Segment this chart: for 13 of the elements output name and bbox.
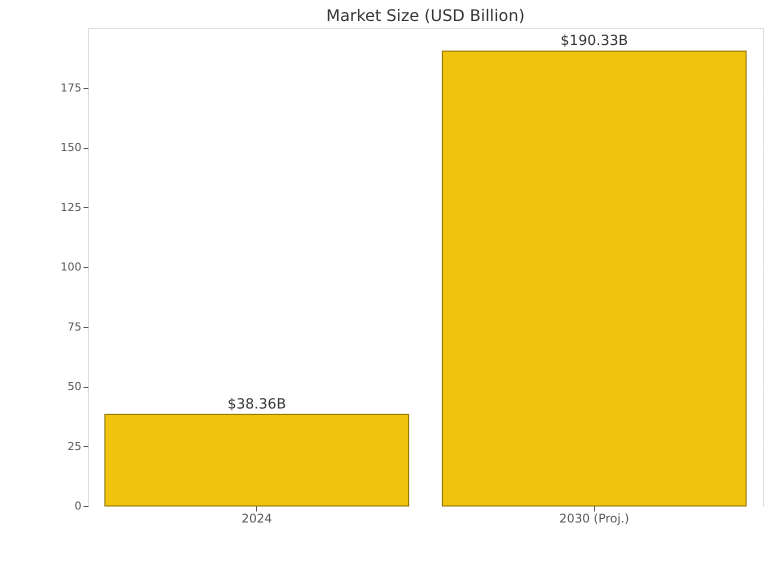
y-tick-label: 150 [60,141,82,154]
y-tick-label: 75 [68,320,82,334]
data-label: $38.36B [227,396,286,412]
y-tick-label: 50 [68,380,82,393]
chart-title: Market Size (USD Billion) [326,6,525,25]
x-tick-label: 2024 [241,512,272,526]
y-tick-label: 100 [60,260,82,274]
x-tick-label: 2030 (Proj.) [559,512,630,526]
data-label: $190.33B [560,33,628,50]
y-tick-label: 25 [68,440,82,453]
y-tick-label: 0 [74,500,82,512]
y-tick-label: 175 [60,81,82,94]
y-tick-label: 125 [60,200,82,214]
